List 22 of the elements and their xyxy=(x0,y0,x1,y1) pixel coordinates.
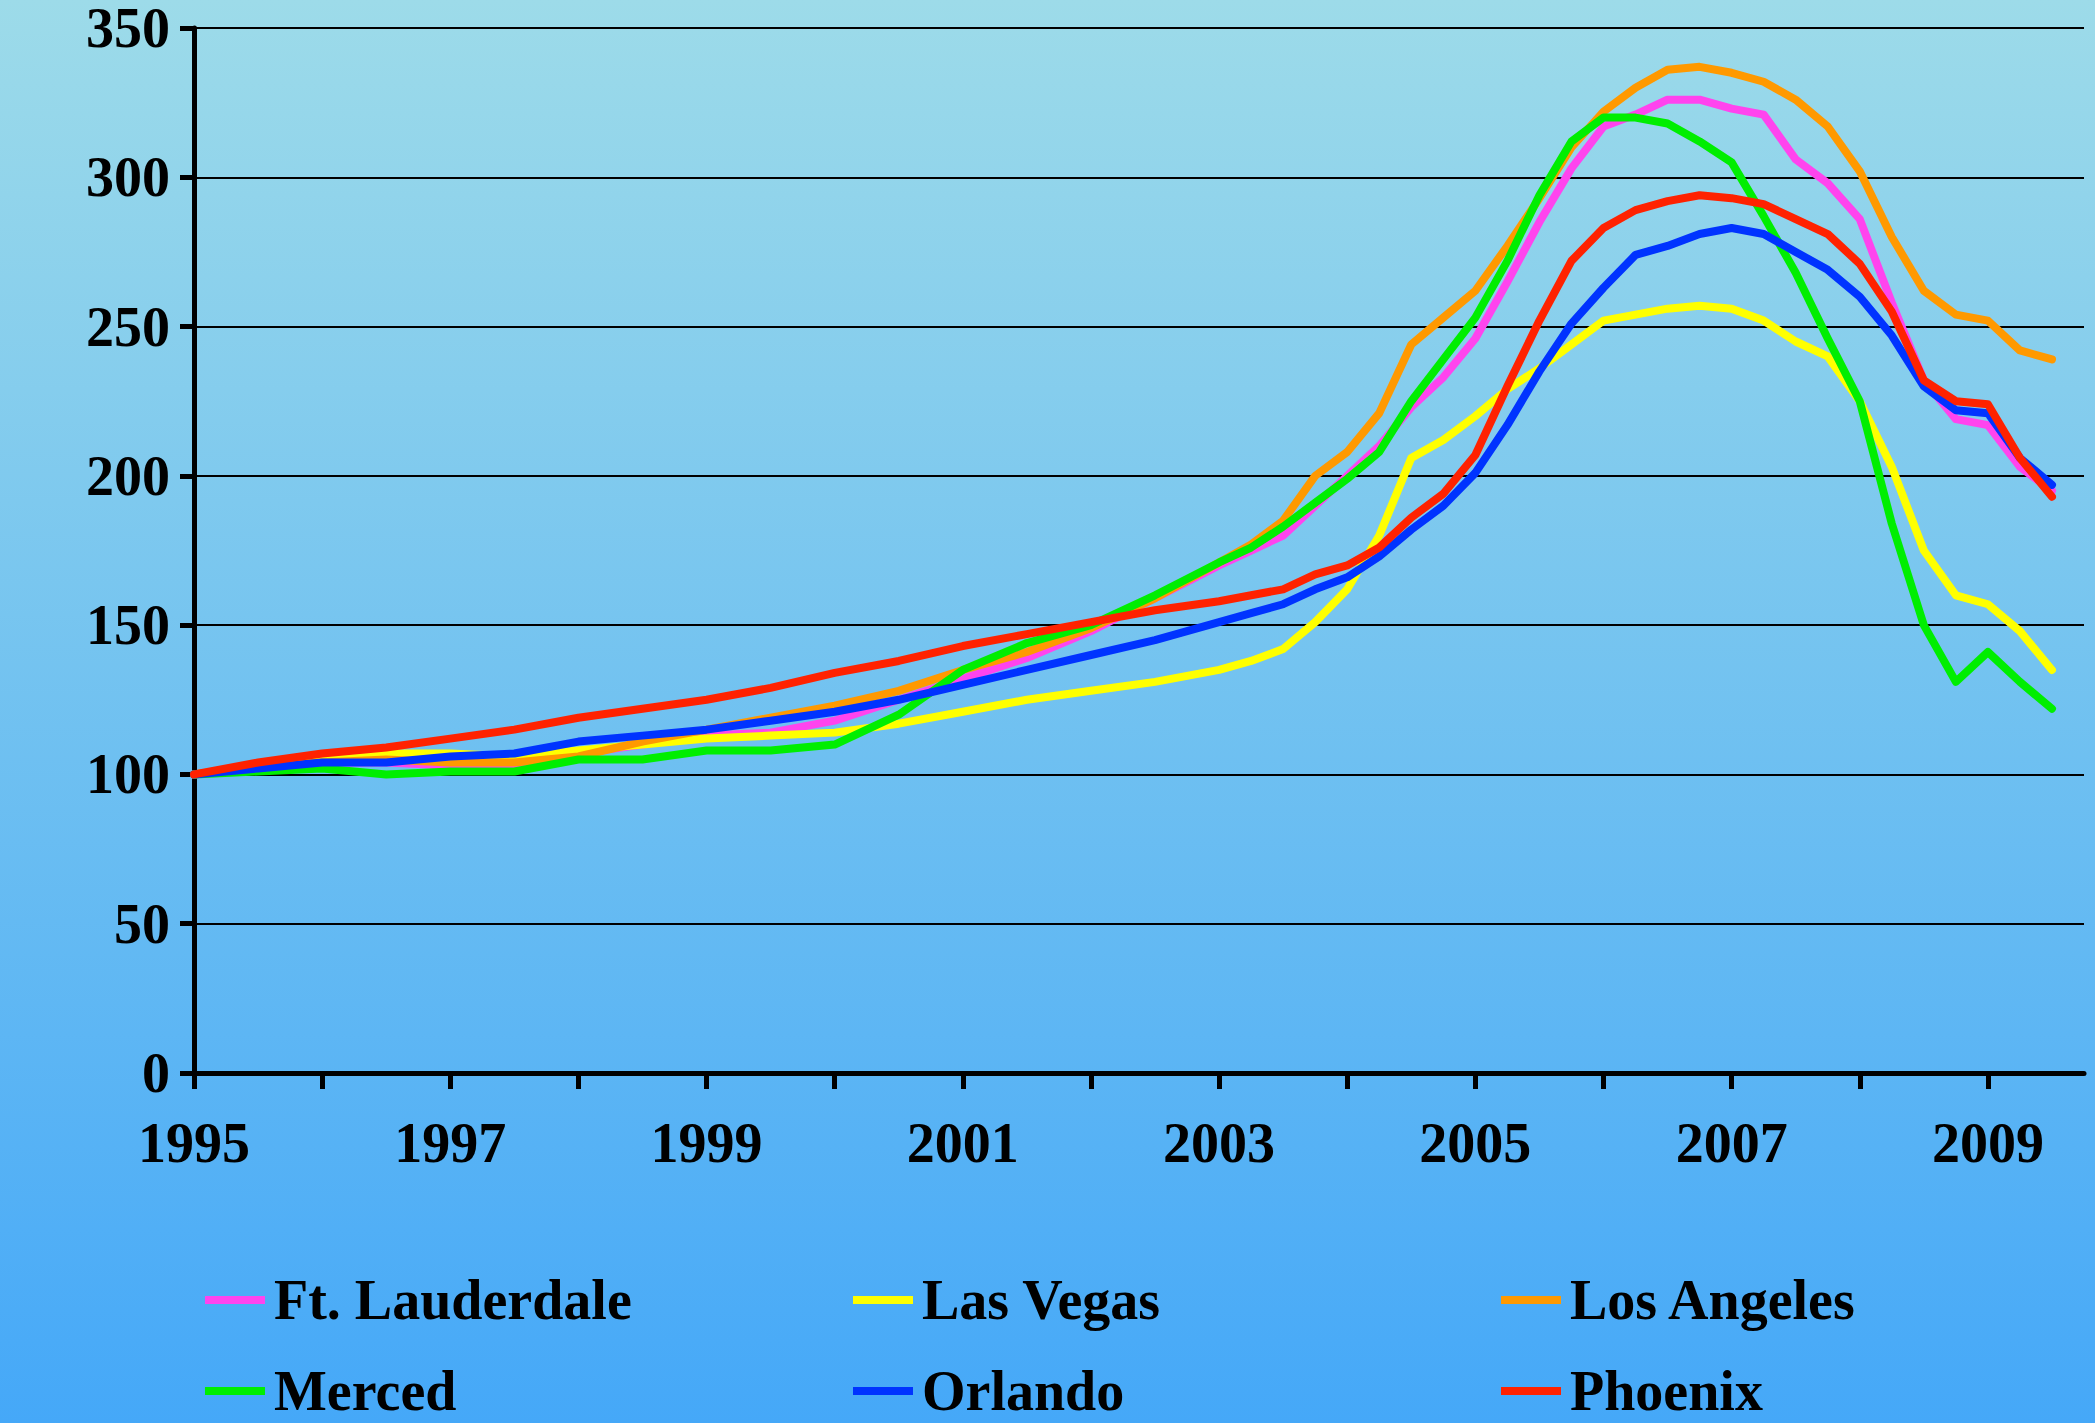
legend-label: Orlando xyxy=(922,1360,1125,1422)
legend-label: Phoenix xyxy=(1570,1360,1763,1422)
x-tick-label: 2007 xyxy=(1675,1112,1788,1174)
x-tick-label: 1999 xyxy=(650,1112,763,1174)
legend-label: Las Vegas xyxy=(922,1269,1161,1331)
y-tick-label: 200 xyxy=(86,444,170,507)
legend-label: Merced xyxy=(274,1360,457,1422)
x-tick-label: 2009 xyxy=(1931,1112,2044,1174)
x-tick-label: 2005 xyxy=(1419,1112,1532,1174)
y-tick-label: 250 xyxy=(86,295,170,358)
y-tick-label: 0 xyxy=(142,1042,170,1104)
y-tick-label: 50 xyxy=(114,892,170,955)
x-tick-label: 2003 xyxy=(1163,1112,1276,1174)
legend-label: Los Angeles xyxy=(1570,1269,1855,1331)
x-tick-label: 1995 xyxy=(138,1112,250,1174)
y-tick-label: 300 xyxy=(86,146,170,209)
y-tick-label: 150 xyxy=(86,594,170,657)
legend-label: Ft. Lauderdale xyxy=(274,1269,632,1331)
y-tick-label: 100 xyxy=(86,743,170,806)
y-tick-label: 350 xyxy=(86,0,170,59)
x-tick-label: 1997 xyxy=(394,1112,507,1174)
x-tick-label: 2001 xyxy=(906,1112,1019,1174)
